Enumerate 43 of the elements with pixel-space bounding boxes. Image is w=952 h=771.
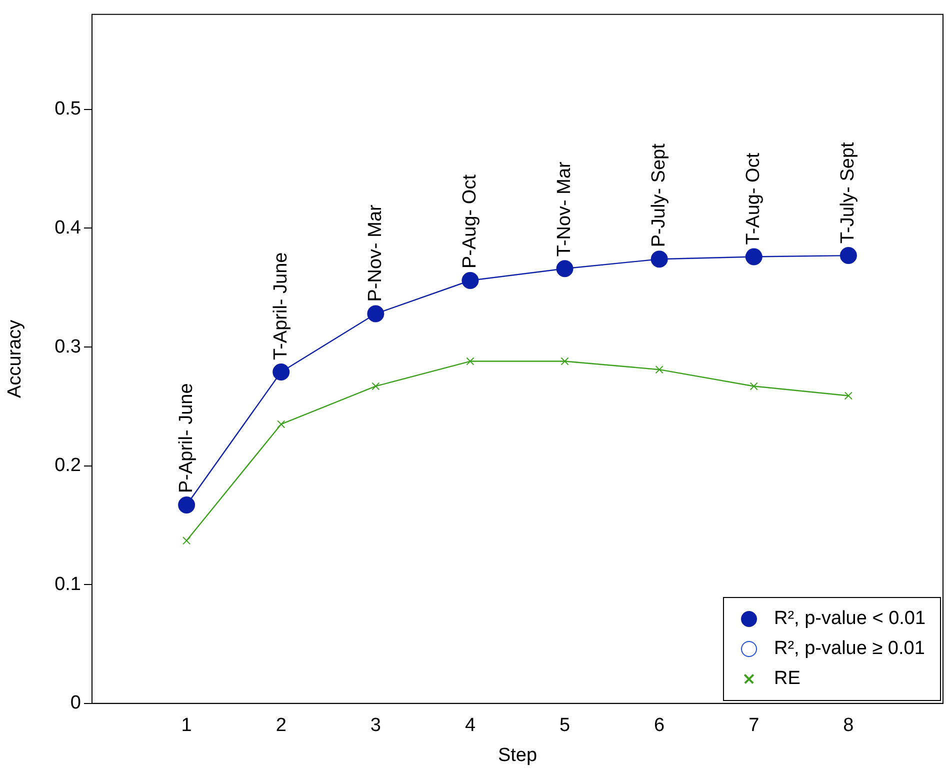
point <box>372 382 380 390</box>
x-tick-label: 4 <box>464 715 476 736</box>
point <box>840 247 857 264</box>
x-tick-label: 8 <box>843 715 854 736</box>
point <box>182 536 191 545</box>
annotation: T-Aug- Oct <box>743 152 764 245</box>
annotation: P-July- Sept <box>648 142 670 248</box>
point <box>556 260 574 278</box>
x-axis-title: Step <box>498 744 538 766</box>
annotation: P-April- June <box>176 383 197 494</box>
annotation: T-Nov- Mar <box>554 160 576 257</box>
point <box>655 366 664 374</box>
legend-label: R², p-value ≥ 0.01 <box>774 638 925 660</box>
point <box>750 382 758 390</box>
x-tick-label: 6 <box>654 715 665 736</box>
y-tick-label: 0.4 <box>54 217 82 238</box>
x-tick-label: 1 <box>181 715 192 736</box>
x-tick-label: 5 <box>559 715 570 736</box>
x-tick-label: 2 <box>276 715 286 736</box>
point <box>650 250 668 268</box>
y-tick-label: 0 <box>70 692 81 714</box>
y-tick-label: 0.1 <box>54 574 81 595</box>
y-tick-label: 0.2 <box>54 455 81 476</box>
point <box>462 272 479 289</box>
y-axis-title: Accuracy <box>4 319 26 398</box>
point <box>466 357 474 366</box>
point <box>745 248 762 266</box>
point <box>844 392 852 400</box>
annotation: P-Nov- Mar <box>364 204 386 302</box>
x-tick-label: 3 <box>370 715 381 736</box>
x-tick-label: 7 <box>748 715 760 736</box>
y-tick-label: 0.3 <box>54 336 81 358</box>
point <box>367 305 384 322</box>
legend-label: R², p-value < 0.01 <box>774 608 926 630</box>
point <box>560 357 569 366</box>
annotation: T-July- Sept <box>838 141 859 244</box>
annotation: T-April- June <box>270 252 292 360</box>
point <box>178 496 196 514</box>
legend-label: RE <box>774 668 800 690</box>
annotation: P-Aug- Oct <box>459 174 480 268</box>
point <box>272 363 290 380</box>
y-tick-label: 0.5 <box>54 98 81 120</box>
point <box>277 420 286 428</box>
